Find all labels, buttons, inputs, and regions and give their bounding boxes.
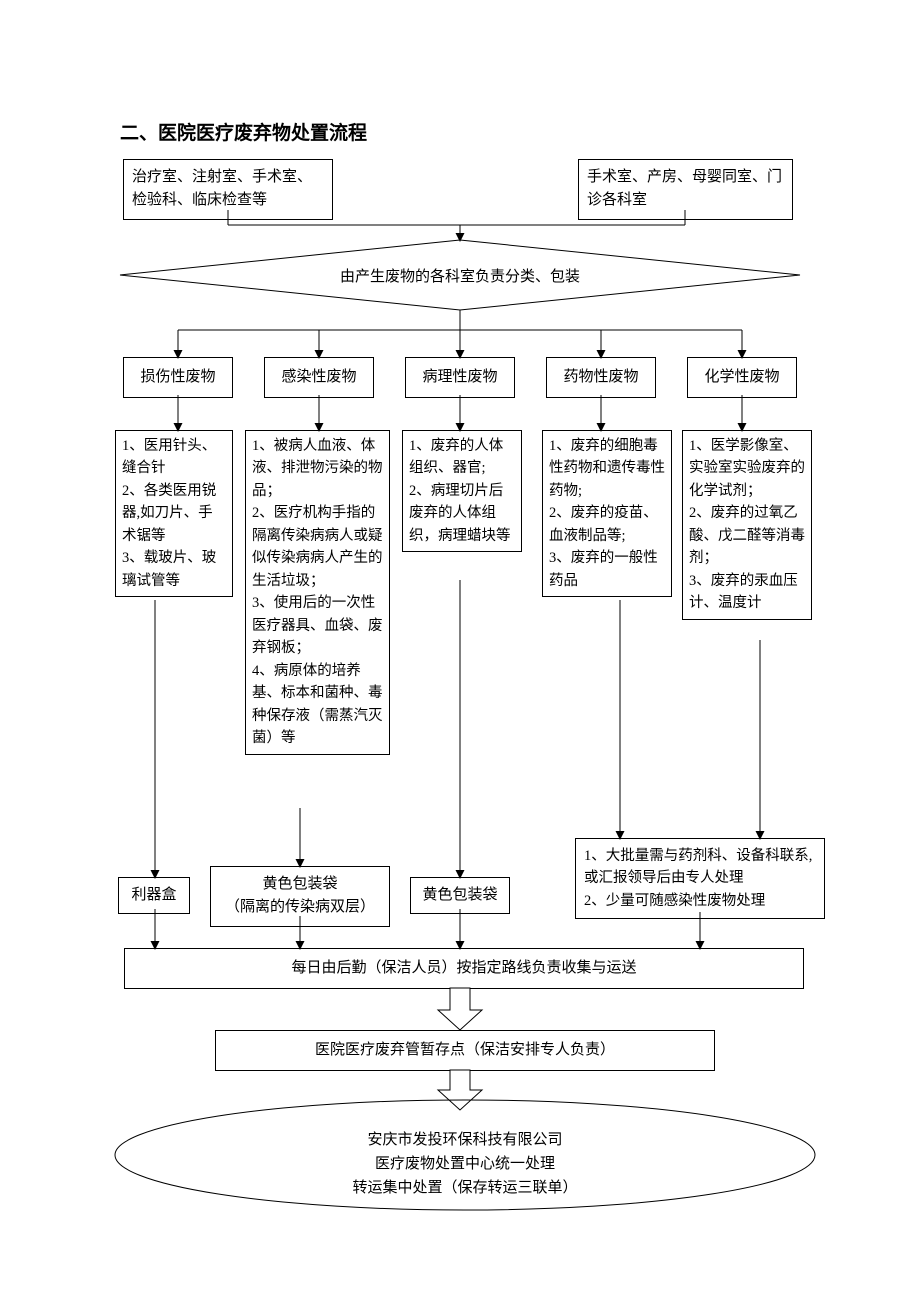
category-3: 病理性废物 [405, 357, 515, 398]
detail-5: 1、医学影像室、实验室实验废弃的化学试剂； 2、废弃的过氧乙酸、戊二醛等消毒剂；… [682, 430, 812, 620]
packaging-45-line2: 或汇报领导后由专人处理 [584, 867, 816, 889]
final-line3: 转运集中处置（保存转运三联单） [300, 1176, 630, 1200]
packaging-45-line1: 1、大批量需与药剂科、设备科联系, [584, 845, 816, 867]
category-2: 感染性废物 [264, 357, 374, 398]
packaging-3: 黄色包装袋 [410, 877, 510, 914]
category-5: 化学性废物 [687, 357, 797, 398]
final-line2: 医疗废物处置中心统一处理 [300, 1152, 630, 1176]
storage-box: 医院医疗废弃管暂存点（保洁安排专人负责） [215, 1030, 715, 1071]
category-4: 药物性废物 [546, 357, 656, 398]
packaging-45-line3: 2、少量可随感染性废物处理 [584, 890, 816, 912]
source-left-box: 治疗室、注射室、手术室、检验科、临床检查等 [123, 159, 333, 220]
detail-4: 1、废弃的细胞毒性药物和遗传毒性药物; 2、废弃的疫苗、血液制品等; 3、废弃的… [542, 430, 672, 597]
packaging-2-line1: 黄色包装袋 [215, 873, 385, 896]
packaging-2-line2: （隔离的传染病双层） [215, 896, 385, 919]
detail-2: 1、被病人血液、体液、排泄物污染的物品； 2、医疗机构手指的隔离传染病病人或疑似… [245, 430, 390, 755]
collect-box: 每日由后勤（保洁人员）按指定路线负责收集与运送 [124, 948, 804, 989]
page-title: 二、医院医疗废弃物处置流程 [120, 118, 367, 145]
category-1: 损伤性废物 [123, 357, 233, 398]
packaging-45: 1、大批量需与药剂科、设备科联系, 或汇报领导后由专人处理 2、少量可随感染性废… [575, 838, 825, 919]
final-text: 安庆市发投环保科技有限公司 医疗废物处置中心统一处理 转运集中处置（保存转运三联… [300, 1128, 630, 1200]
detail-1: 1、医用针头、缝合针 2、各类医用锐器,如刀片、手术锯等 3、载玻片、玻璃试管等 [115, 430, 233, 597]
packaging-1: 利器盒 [118, 877, 190, 914]
decision-text: 由产生废物的各科室负责分类、包装 [340, 268, 580, 285]
detail-3: 1、废弃的人体组织、器官; 2、病理切片后废弃的人体组织，病理蜡块等 [402, 430, 522, 552]
source-right-box: 手术室、产房、母婴同室、门诊各科室 [578, 159, 793, 220]
packaging-2: 黄色包装袋 （隔离的传染病双层） [210, 866, 390, 927]
final-line1: 安庆市发投环保科技有限公司 [300, 1128, 630, 1152]
